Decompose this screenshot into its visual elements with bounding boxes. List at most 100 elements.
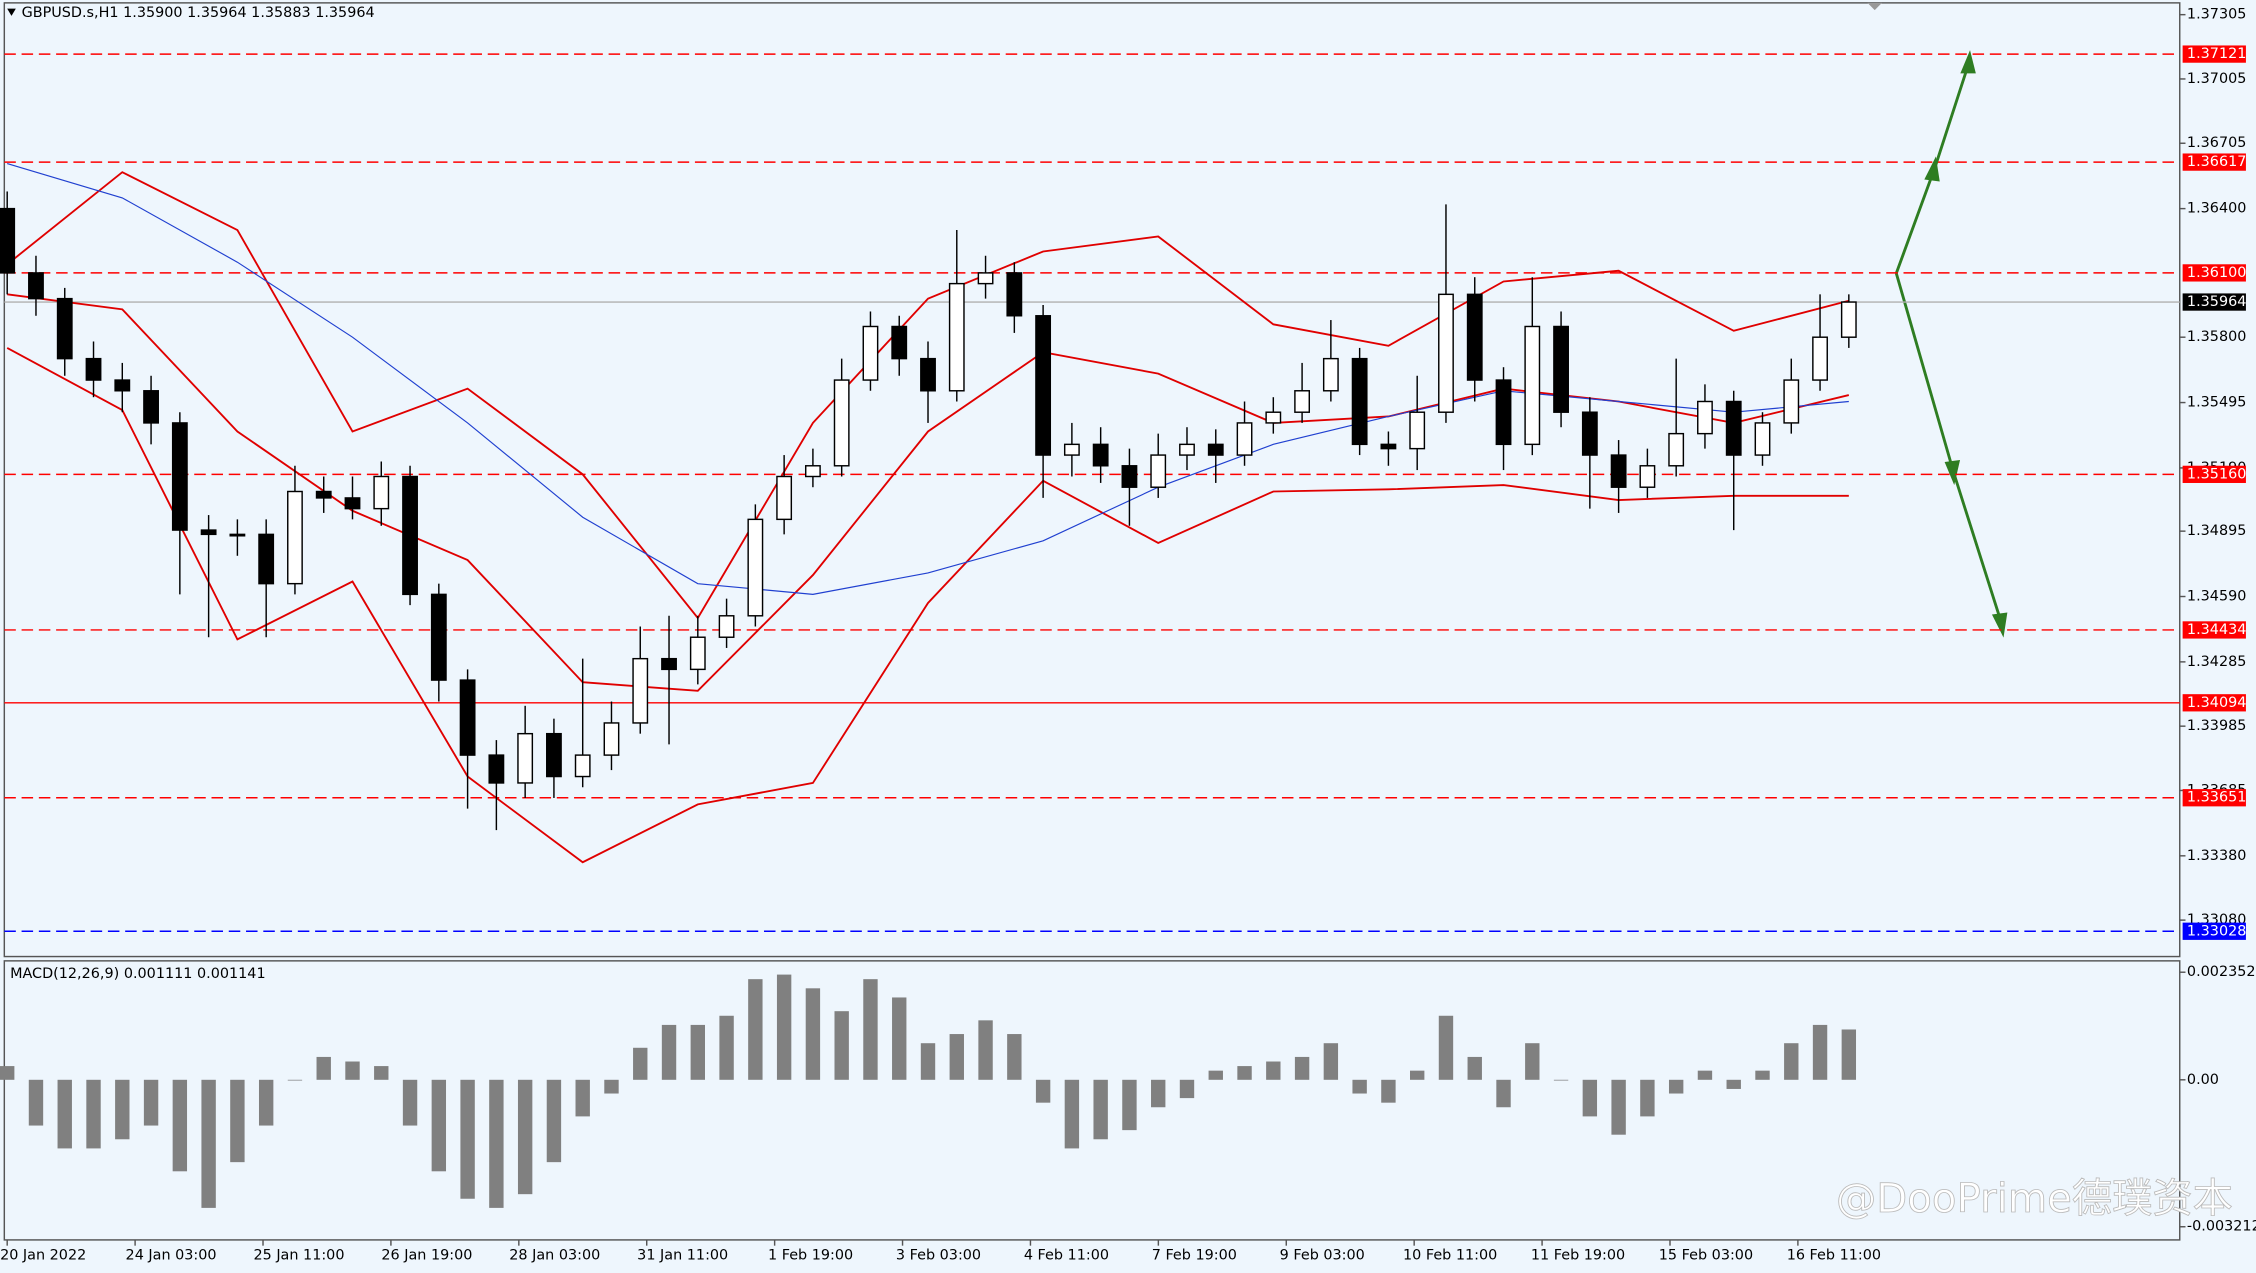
candle-body bbox=[56, 297, 73, 360]
macd-bar bbox=[949, 1034, 964, 1080]
candle-body bbox=[689, 636, 706, 671]
candle-body bbox=[517, 732, 534, 784]
candle-body bbox=[603, 722, 620, 756]
x-tick-label: 3 Feb 03:00 bbox=[896, 1248, 981, 1264]
x-tick-label: 10 Feb 11:00 bbox=[1403, 1248, 1497, 1264]
candle-body bbox=[1610, 454, 1627, 488]
macd-bar bbox=[258, 1079, 274, 1126]
candle-body bbox=[1063, 443, 1080, 456]
macd-bar bbox=[1352, 1079, 1367, 1094]
macd-bar bbox=[57, 1079, 72, 1149]
y-tick-label: -0.003212 bbox=[2187, 1219, 2256, 1235]
candle-body bbox=[1581, 411, 1598, 456]
indicator-line bbox=[6, 171, 1850, 620]
macd-bar bbox=[1438, 1015, 1454, 1080]
level-label-box bbox=[2182, 45, 2246, 63]
candle-body bbox=[948, 282, 965, 392]
candle-body bbox=[287, 490, 303, 585]
candle-body bbox=[1553, 325, 1569, 413]
arrow-head bbox=[1924, 156, 1940, 182]
candle-body bbox=[546, 732, 562, 778]
level-label-box bbox=[2182, 694, 2246, 712]
macd-bar bbox=[201, 1079, 216, 1208]
candle-body bbox=[85, 357, 102, 381]
level-label-box bbox=[2182, 789, 2246, 807]
candle-body bbox=[488, 754, 505, 784]
macd-bar bbox=[1122, 1079, 1137, 1131]
candle-body bbox=[574, 754, 591, 778]
macd-bar bbox=[1668, 1079, 1684, 1094]
x-tick-label: 31 Jan 11:00 bbox=[637, 1248, 728, 1264]
macd-bar bbox=[805, 988, 821, 1080]
candle-body bbox=[1207, 443, 1224, 456]
y-tick-label: 1.34285 bbox=[2187, 654, 2246, 670]
macd-bar bbox=[1640, 1079, 1655, 1117]
candle-body bbox=[1783, 379, 1800, 424]
candle-body bbox=[315, 490, 332, 499]
watermark: @DooPrime德璞资本 bbox=[1836, 1176, 2233, 1222]
candle-body bbox=[114, 379, 131, 392]
candle-body bbox=[28, 272, 44, 300]
candle-body bbox=[1121, 465, 1138, 488]
macd-bar bbox=[86, 1079, 101, 1149]
macd-bar bbox=[172, 1079, 188, 1172]
y-tick-label: 1.35800 bbox=[2187, 329, 2246, 345]
macd-bar bbox=[1410, 1070, 1425, 1080]
candle-body bbox=[891, 325, 908, 360]
macd-bar bbox=[546, 1079, 562, 1163]
macd-bar bbox=[1812, 1024, 1828, 1080]
macd-bar bbox=[460, 1079, 475, 1199]
candle-body bbox=[171, 422, 188, 531]
macd-bar bbox=[1525, 1043, 1540, 1080]
macd-bar bbox=[1841, 1029, 1857, 1080]
candle-body bbox=[430, 593, 447, 681]
macd-bar bbox=[661, 1024, 677, 1080]
macd-bar bbox=[1611, 1079, 1626, 1135]
candle-body bbox=[1754, 422, 1771, 456]
y-tick-label: 0.00 bbox=[2187, 1072, 2219, 1088]
candle-body bbox=[1294, 390, 1311, 413]
candle-body bbox=[833, 379, 850, 467]
shift-marker bbox=[1867, 2, 1882, 11]
candle-body bbox=[1639, 465, 1656, 488]
macd-bar bbox=[1784, 1043, 1799, 1080]
level-label-box bbox=[2182, 621, 2246, 639]
candle-body bbox=[632, 657, 649, 724]
macd-bar bbox=[1294, 1056, 1310, 1080]
candle-body bbox=[718, 615, 735, 638]
candle-body bbox=[344, 497, 361, 510]
x-tick-label: 15 Feb 03:00 bbox=[1659, 1248, 1753, 1264]
x-tick-label: 26 Jan 19:00 bbox=[381, 1248, 472, 1264]
macd-bar bbox=[978, 1020, 993, 1080]
candle-body bbox=[1812, 336, 1828, 381]
macd-bar bbox=[115, 1079, 130, 1140]
macd-bar bbox=[863, 979, 878, 1080]
x-tick-label: 11 Feb 19:00 bbox=[1531, 1248, 1625, 1264]
macd-bar bbox=[748, 979, 763, 1080]
candle-body bbox=[1438, 293, 1454, 413]
y-tick-label: 1.36705 bbox=[2187, 135, 2246, 151]
macd-bar bbox=[834, 1011, 849, 1080]
y-tick-label: 1.33985 bbox=[2187, 718, 2246, 734]
x-tick-label: 16 Feb 11:00 bbox=[1787, 1248, 1881, 1264]
y-tick-label: 0.002352 bbox=[2187, 964, 2256, 980]
macd-bar bbox=[0, 1066, 15, 1080]
candle-body bbox=[1150, 454, 1167, 488]
candle-body bbox=[1495, 379, 1512, 446]
indicator-line bbox=[7, 293, 1850, 692]
candle-body bbox=[1035, 315, 1052, 456]
candle-body bbox=[1668, 432, 1685, 467]
level-label: 1.36617 bbox=[2187, 154, 2246, 170]
macd-bar bbox=[1381, 1079, 1396, 1103]
x-tick-label: 25 Jan 11:00 bbox=[253, 1248, 344, 1264]
x-tick-label: 9 Feb 03:00 bbox=[1280, 1248, 1365, 1264]
indicator-line bbox=[6, 347, 1849, 864]
level-label: 1.35160 bbox=[2187, 466, 2246, 482]
macd-title: MACD(12,26,9) 0.001111 0.001141 bbox=[10, 966, 266, 982]
candle-body bbox=[1697, 400, 1713, 435]
macd-bar bbox=[287, 1079, 303, 1081]
macd-bar bbox=[1726, 1079, 1741, 1089]
